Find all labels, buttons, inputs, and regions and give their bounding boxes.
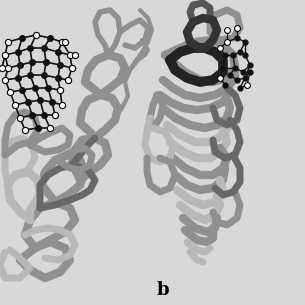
Text: b: b <box>157 281 169 299</box>
